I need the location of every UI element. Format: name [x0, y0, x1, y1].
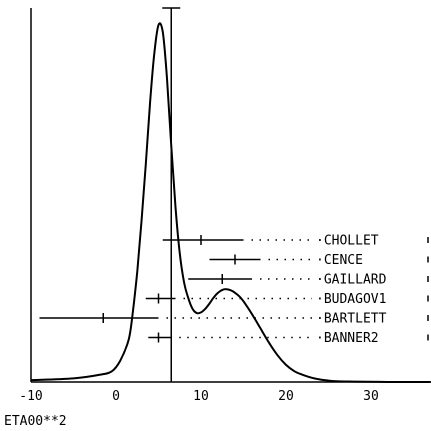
interval-label: ·CENCE: [316, 253, 363, 268]
interval-label: ·BUDAGOV1: [316, 292, 386, 307]
interval-label: ·GAILLARD: [316, 273, 387, 288]
density-curve: [30, 22, 431, 384]
x-tick-label: 20: [278, 389, 294, 404]
interval-row: ·CENCE: [209, 253, 429, 268]
x-tick-label: 30: [363, 389, 379, 404]
x-ticks: -10 0 10 20 30: [19, 389, 379, 404]
x-tick-label: 0: [112, 389, 120, 404]
interval-layer: ·CHOLLET ·CENCE ·GAILLARD ·BUDAGOV1 ·BARTLET…: [39, 234, 429, 346]
x-tick-label: 10: [193, 389, 209, 404]
interval-row: ·BARTLETT: [39, 312, 429, 327]
curve-layer: [30, 22, 431, 384]
interval-label: ·CHOLLET: [316, 234, 379, 249]
interval-row: ·BUDAGOV1: [145, 292, 429, 307]
x-axis-label: ETA00**2: [4, 414, 67, 429]
x-tick-label: -10: [19, 389, 42, 404]
interval-row: ·GAILLARD: [188, 273, 429, 288]
interval-label: ·BARTLETT: [316, 312, 387, 327]
interval-row: ·BANNER2: [148, 331, 429, 346]
interval-row: ·CHOLLET: [162, 234, 429, 249]
interval-label: ·BANNER2: [316, 331, 379, 346]
